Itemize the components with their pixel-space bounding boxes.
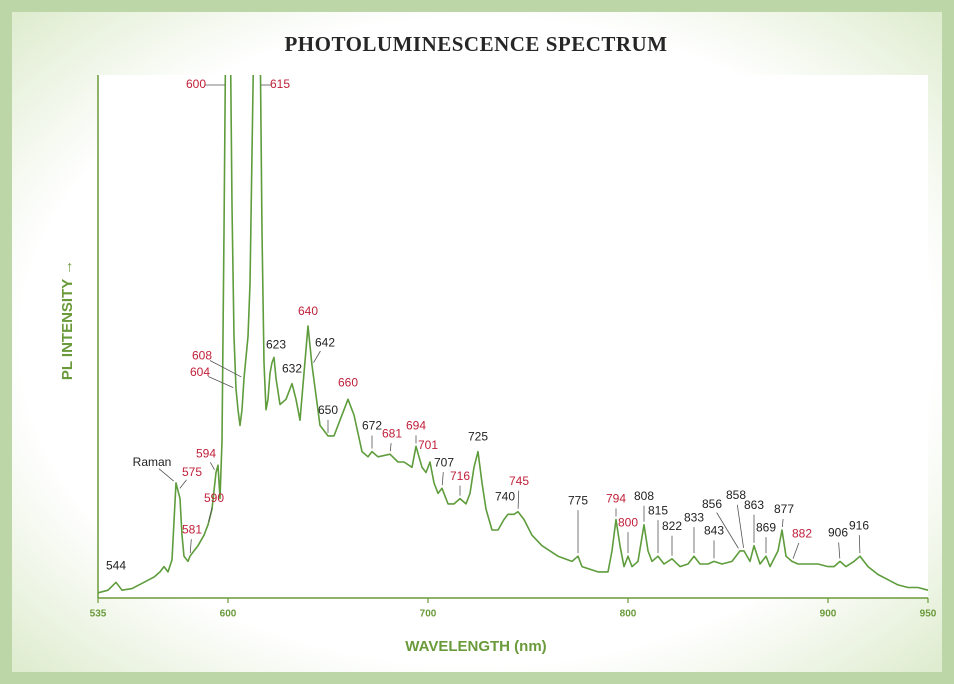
plot-area [98, 75, 928, 598]
peak-label: 681 [382, 426, 402, 440]
peak-label: 775 [568, 493, 588, 507]
peak-label: 745 [509, 474, 529, 488]
peak-label: 882 [792, 527, 812, 541]
peak-label: 615 [270, 77, 290, 91]
peak-label: 794 [606, 492, 626, 506]
peak-label: 701 [418, 438, 438, 452]
leader-line [158, 468, 174, 482]
peak-label: 672 [362, 419, 382, 433]
x-tick-label: 535 [90, 609, 107, 620]
peak-label: 660 [338, 375, 358, 389]
peak-label: 650 [318, 403, 338, 417]
peak-label: 632 [282, 362, 302, 376]
leader-line [517, 490, 520, 509]
peak-label: 833 [684, 510, 704, 524]
peak-label: 740 [495, 489, 515, 503]
leader-line [781, 518, 784, 528]
peak-label: 623 [266, 338, 286, 352]
x-tick-label: 800 [620, 609, 637, 620]
peak-label: 906 [828, 526, 848, 540]
peak-label: 800 [618, 515, 638, 529]
peak-label: 863 [744, 498, 764, 512]
peak-label: 877 [774, 502, 794, 516]
peak-label: 544 [106, 558, 126, 572]
x-tick-label: 900 [820, 609, 837, 620]
peak-label: 600 [186, 77, 206, 91]
leader-line [209, 360, 242, 378]
leader-line [441, 472, 444, 486]
leader-line [313, 350, 321, 363]
y-axis-title: PL INTENSITY → [59, 260, 76, 380]
peak-label: 843 [704, 524, 724, 538]
leader-line [736, 504, 744, 549]
peak-label: 608 [192, 349, 212, 363]
peak-label: Raman [133, 455, 172, 469]
leader-line [179, 479, 187, 489]
x-axis-title: WAVELENGTH (nm) [405, 638, 546, 655]
peak-label: 822 [662, 519, 682, 533]
chart-title: PHOTOLUMINESCENCE SPECTRUM [284, 32, 667, 56]
leader-line [838, 542, 841, 559]
peak-label: 581 [182, 522, 202, 536]
peak-label: 716 [450, 469, 470, 483]
plot-clip [98, 75, 929, 594]
peak-label: 642 [315, 335, 335, 349]
peak-label: 590 [204, 491, 224, 505]
peak-label: 575 [182, 465, 202, 479]
spectrum-line [98, 75, 929, 594]
peak-label: 707 [434, 455, 454, 469]
peak-label: 604 [190, 365, 210, 379]
peak-label: 808 [634, 489, 654, 503]
leader-line [858, 535, 861, 554]
peak-label: 640 [298, 304, 318, 318]
peak-label: 856 [702, 497, 722, 511]
peak-label: 815 [648, 503, 668, 517]
leader-line [189, 539, 192, 554]
x-tick-label: 600 [220, 609, 237, 620]
x-tick-label: 950 [920, 609, 937, 620]
leader-line [716, 512, 739, 549]
peak-label: 916 [849, 518, 869, 532]
peak-label: 858 [726, 488, 746, 502]
peak-label: 694 [406, 419, 426, 433]
leader-line [208, 376, 234, 388]
leader-line [792, 542, 800, 559]
leader-line [389, 443, 392, 452]
peak-label: 594 [196, 447, 216, 461]
leader-line [208, 507, 213, 522]
leader-line [210, 462, 215, 471]
peak-label: 725 [468, 430, 488, 444]
peak-label: 869 [756, 520, 776, 534]
x-tick-label: 700 [420, 609, 437, 620]
